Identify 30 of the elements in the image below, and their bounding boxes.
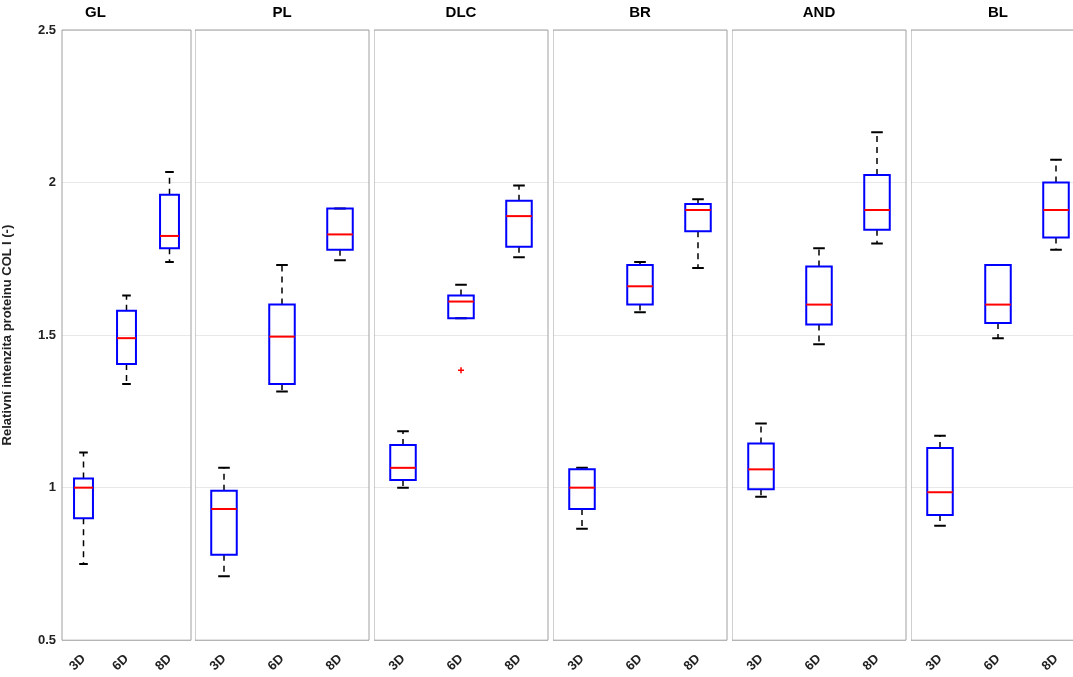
x-tick-label: 3D xyxy=(743,650,766,674)
x-tick-label: 6D xyxy=(801,650,824,674)
chart-title: PL xyxy=(272,3,292,21)
x-tick-label: 8D xyxy=(1038,650,1061,674)
x-tick-label: 3D xyxy=(922,650,945,674)
y-tick-label: 2.5 xyxy=(37,21,56,37)
y-axis-title: Relativní intenzita proteinu COL I (-) xyxy=(0,224,15,446)
chart-title: DLC xyxy=(445,3,477,21)
x-tick-label: 8D xyxy=(680,650,703,674)
x-tick-label: 6D xyxy=(108,650,132,674)
x-tick-label: 3D xyxy=(564,650,587,674)
x-tick-label: 8D xyxy=(859,650,882,674)
x-tick-label: 6D xyxy=(264,650,287,674)
chart-title: GL xyxy=(85,3,106,21)
chart-title: BR xyxy=(629,3,651,21)
x-tick-label: 3D xyxy=(65,650,89,674)
chart-title: AND xyxy=(802,3,836,21)
x-tick-label: 6D xyxy=(443,650,466,674)
y-tick-label: 1.5 xyxy=(37,326,56,342)
x-tick-label: 3D xyxy=(206,650,229,674)
y-tick-label: 2 xyxy=(48,174,56,190)
x-tick-label: 8D xyxy=(322,650,345,674)
x-tick-label: 6D xyxy=(980,650,1003,674)
x-tick-label: 8D xyxy=(151,650,175,674)
y-tick-label: 0.5 xyxy=(37,631,56,647)
x-tick-label: 8D xyxy=(501,650,524,674)
x-tick-label: 3D xyxy=(385,650,408,674)
x-tick-label: 6D xyxy=(622,650,645,674)
chart-title: BL xyxy=(988,3,1008,21)
y-tick-label: 1 xyxy=(48,479,56,495)
